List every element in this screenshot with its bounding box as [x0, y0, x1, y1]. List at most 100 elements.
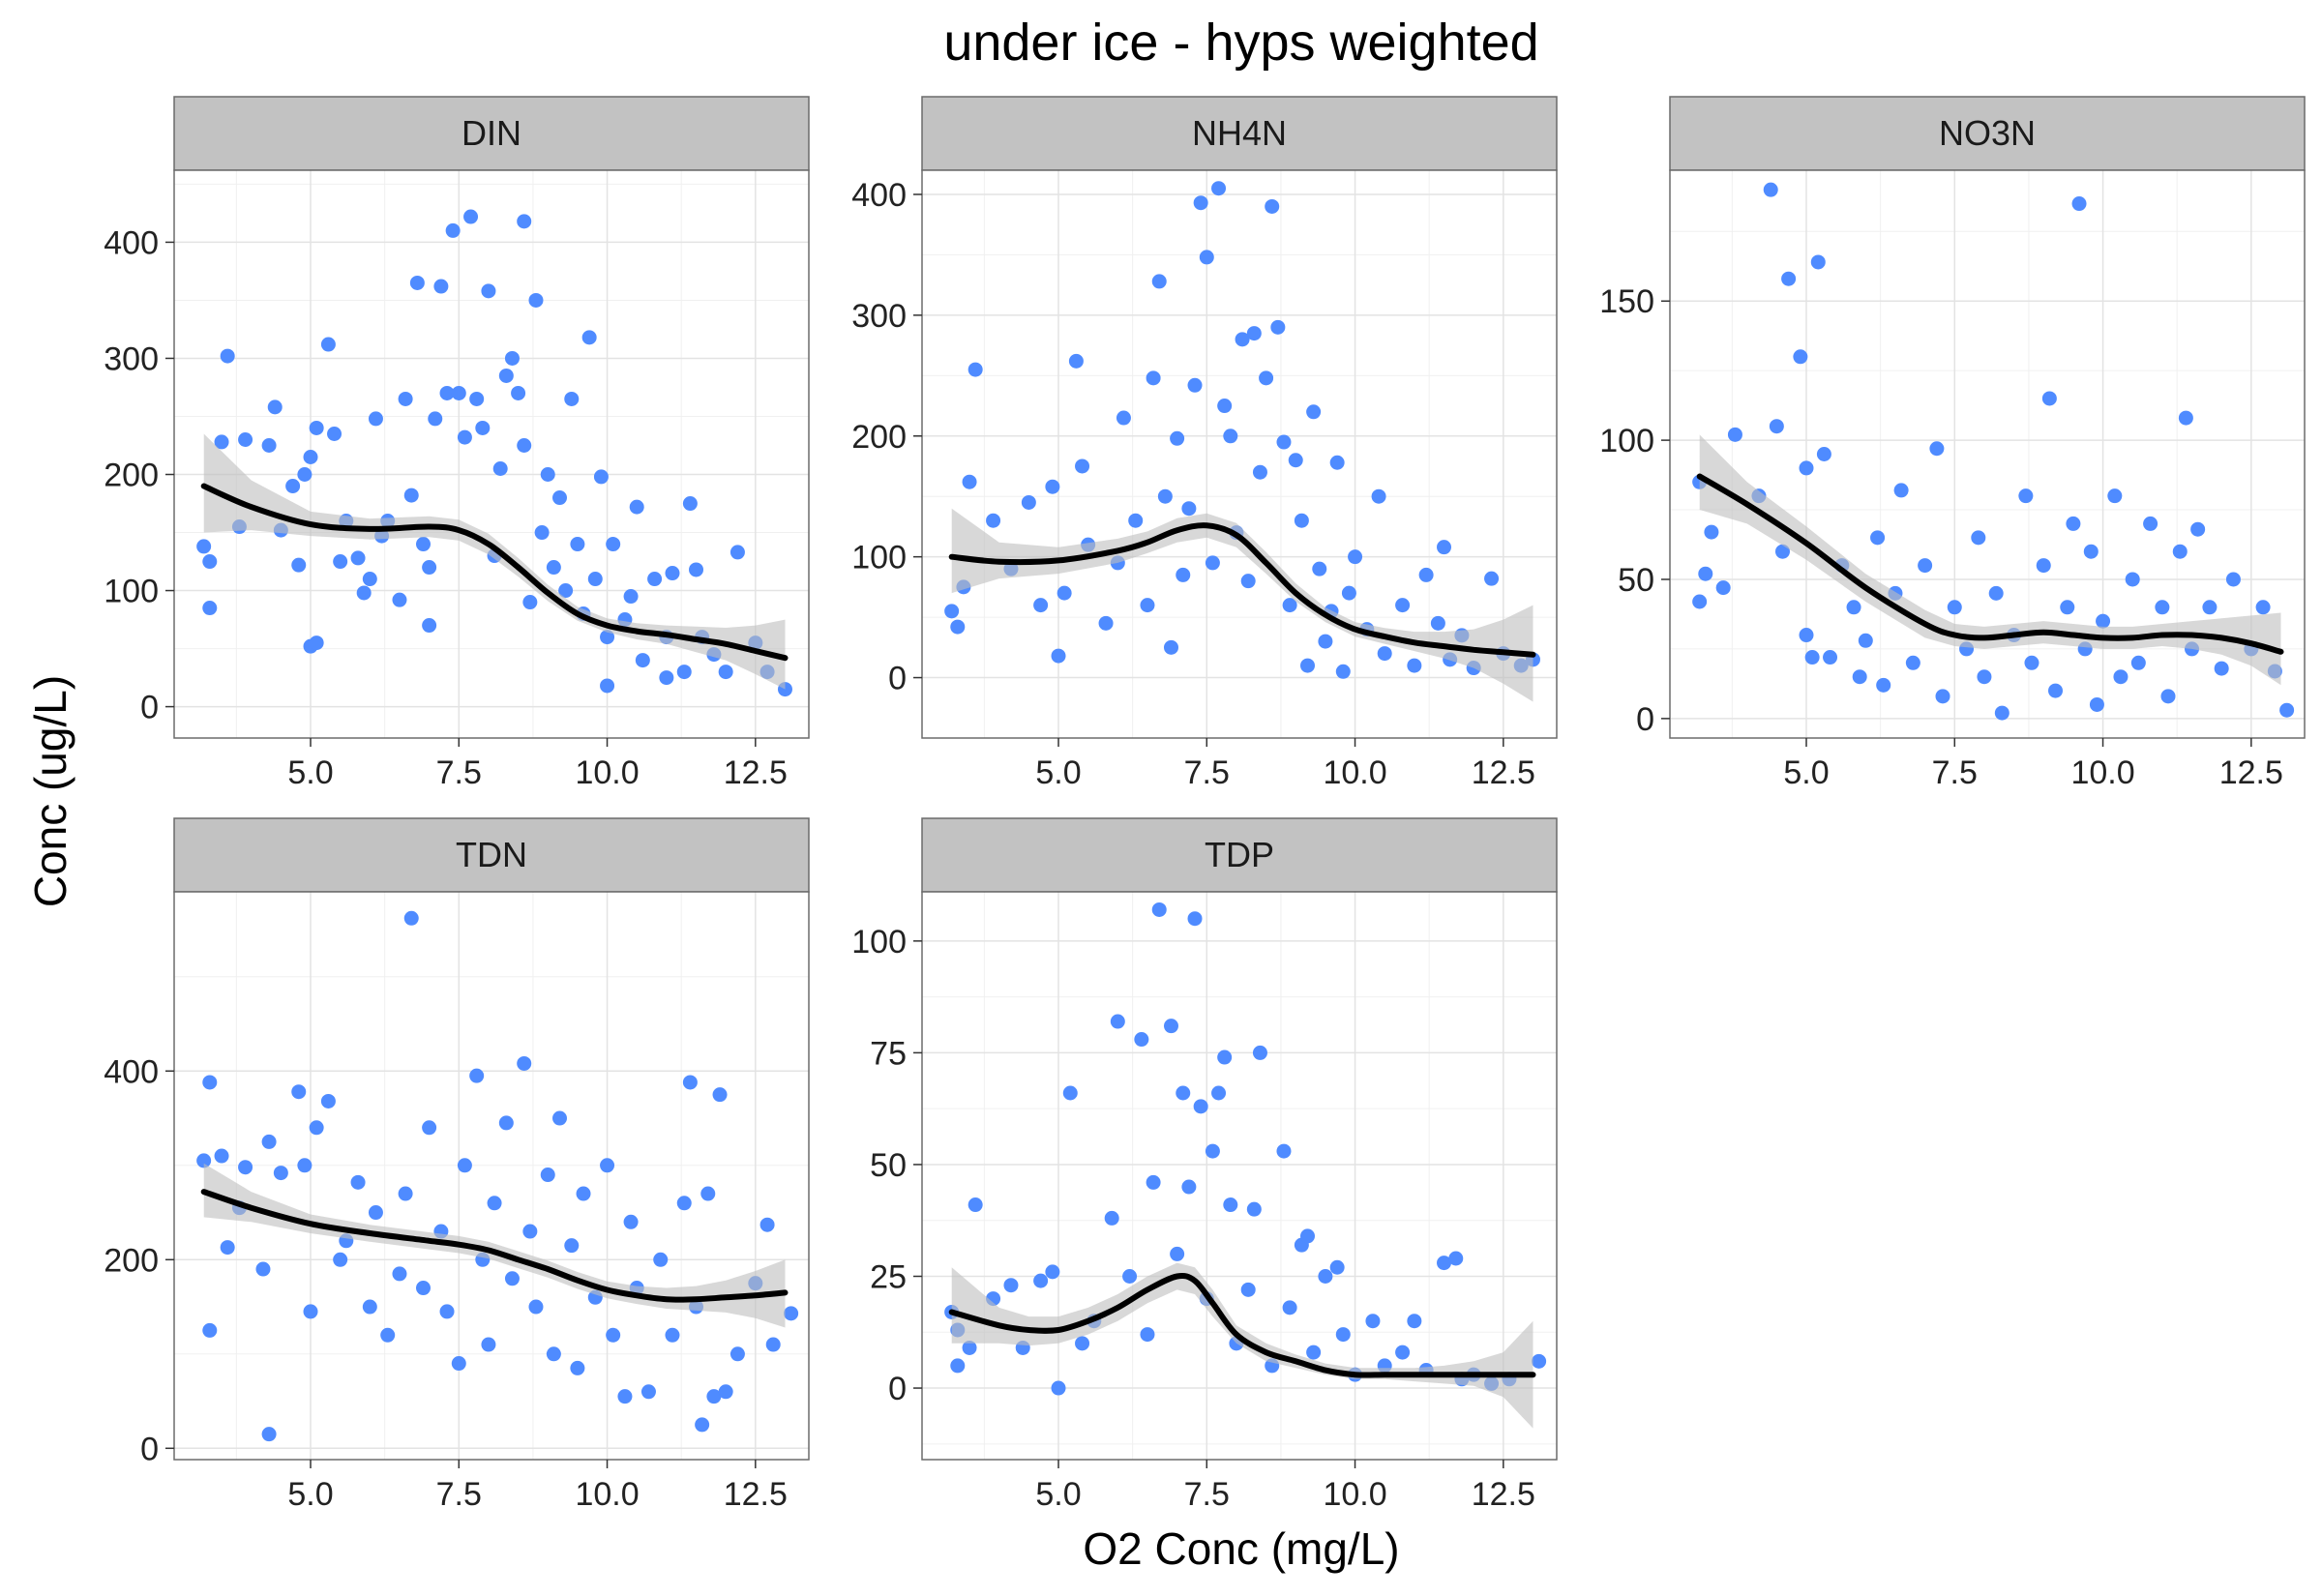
strip-label-tdp: TDP — [1205, 835, 1274, 874]
data-point — [1484, 571, 1500, 586]
data-point — [380, 1327, 396, 1343]
strip-tdn — [173, 817, 810, 893]
data-point — [606, 537, 621, 552]
data-point — [1977, 669, 1992, 685]
data-point — [457, 1158, 472, 1173]
data-point — [2130, 655, 2146, 670]
data-point — [1804, 650, 1820, 665]
data-point — [392, 1266, 407, 1282]
data-point — [2178, 410, 2193, 426]
data-point — [1365, 1314, 1381, 1329]
data-point — [433, 279, 449, 294]
data-point — [303, 450, 318, 465]
data-point — [1276, 434, 1292, 450]
data-point — [422, 1120, 437, 1136]
data-point — [676, 665, 692, 680]
y-tick-label: 100 — [851, 540, 907, 576]
data-point — [1098, 615, 1114, 631]
data-point — [202, 1322, 218, 1338]
data-point — [398, 391, 413, 406]
confidence-ribbon-din — [203, 433, 786, 690]
data-point — [1335, 1327, 1351, 1343]
data-point — [2202, 600, 2218, 615]
data-point — [546, 560, 561, 576]
data-point — [481, 283, 496, 299]
data-point — [469, 391, 485, 406]
data-point — [1170, 430, 1185, 446]
data-point — [487, 1196, 502, 1211]
y-tick-label: 75 — [870, 1035, 907, 1072]
data-point — [1146, 1174, 1161, 1190]
data-point — [362, 1299, 377, 1315]
data-point — [261, 1427, 277, 1442]
y-axis-title: Conc (ug/L) — [25, 675, 75, 907]
data-point — [1935, 689, 1950, 704]
data-point — [368, 1205, 383, 1221]
y-tick-label: 50 — [870, 1147, 907, 1184]
data-point — [2024, 655, 2039, 670]
data-point — [451, 1356, 466, 1372]
data-point — [1971, 530, 1986, 546]
data-point — [2048, 683, 2064, 698]
data-point — [303, 1304, 318, 1319]
panel-no3n: NO3N 0 50 100 150 5.0 7.5 10.0 12.5 — [1599, 96, 2306, 791]
data-point — [463, 209, 479, 224]
data-point — [2089, 696, 2104, 712]
data-point — [1282, 1300, 1297, 1315]
data-point — [682, 1075, 698, 1090]
data-point — [1988, 585, 2004, 601]
data-point — [1395, 1345, 1411, 1360]
data-point — [415, 537, 431, 552]
figure-title: under ice - hyps weighted — [943, 14, 1538, 72]
data-point — [1240, 1282, 1256, 1297]
data-point — [1116, 410, 1131, 426]
data-point — [1329, 1259, 1345, 1275]
y-tick-label: 400 — [851, 177, 907, 214]
data-point — [309, 1120, 324, 1136]
data-point — [2155, 600, 2170, 615]
data-point — [428, 411, 443, 427]
data-point — [962, 474, 977, 489]
data-point — [2083, 544, 2099, 559]
y-tick-label: 0 — [140, 690, 159, 726]
x-tick-label: 5.0 — [287, 1476, 333, 1513]
data-point — [2125, 572, 2140, 587]
data-point — [1193, 1099, 1208, 1114]
data-point — [784, 1306, 799, 1321]
data-point — [261, 437, 277, 453]
data-point — [285, 479, 301, 494]
data-point — [1151, 274, 1167, 289]
data-point — [1341, 585, 1356, 601]
data-point — [511, 385, 526, 400]
data-point — [718, 665, 733, 680]
data-point — [700, 1186, 716, 1201]
panel-border-din — [173, 169, 810, 739]
y-tick-label: 0 — [888, 661, 907, 697]
data-point — [1532, 1353, 1547, 1369]
data-point — [1318, 1268, 1333, 1284]
data-point — [540, 1167, 555, 1183]
data-point — [1033, 1273, 1049, 1288]
data-point — [534, 525, 550, 541]
smooth-line-tdp — [948, 1272, 1536, 1378]
data-point — [540, 467, 555, 483]
data-point — [1430, 615, 1445, 631]
data-point — [220, 1240, 235, 1256]
data-point — [1122, 1268, 1138, 1284]
data-point — [1128, 513, 1144, 528]
data-point — [1846, 600, 1861, 615]
data-point — [552, 490, 568, 506]
strip-label-no3n: NO3N — [1939, 113, 2036, 153]
data-point — [1045, 479, 1060, 494]
data-point — [1021, 494, 1036, 510]
y-tick-label: 0 — [140, 1431, 159, 1467]
y-tick-label: 100 — [851, 924, 907, 961]
data-point — [1205, 1143, 1220, 1159]
data-point — [469, 1068, 485, 1083]
data-point — [202, 1075, 218, 1090]
data-point — [1318, 634, 1333, 649]
data-point — [528, 1299, 544, 1315]
data-point — [635, 653, 650, 668]
data-point — [600, 1158, 615, 1173]
data-point — [291, 1084, 307, 1100]
